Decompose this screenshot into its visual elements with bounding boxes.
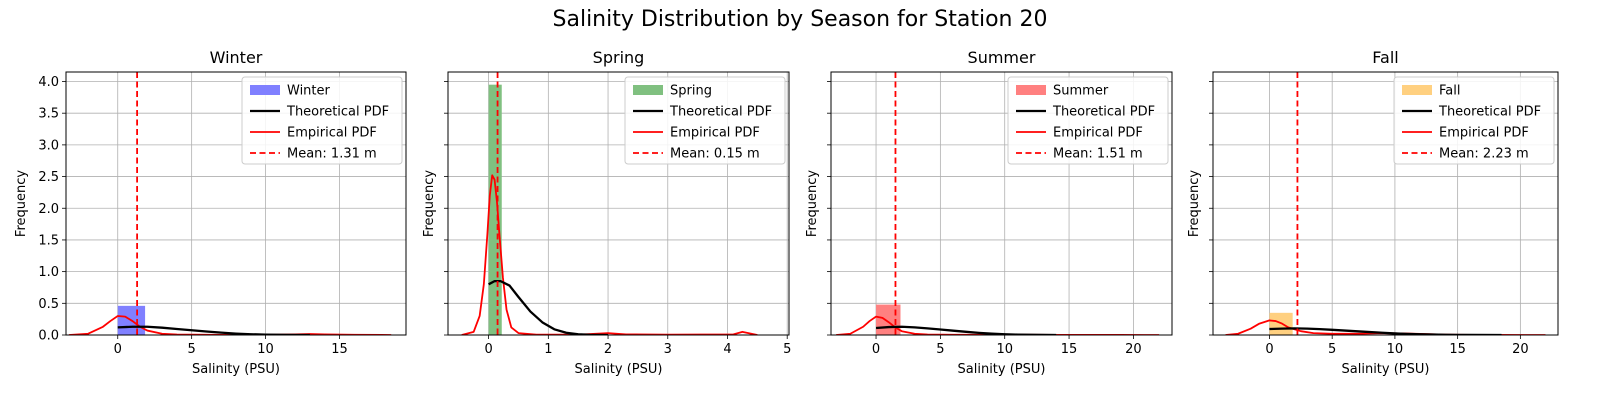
panel-title: Summer [968, 48, 1036, 67]
x-tick-label: 4 [723, 342, 731, 357]
legend-box [241, 76, 403, 165]
figure-title: Salinity Distribution by Season for Stat… [553, 7, 1048, 32]
legend-label: Mean: 0.15 m [670, 147, 760, 162]
legend-label: Fall [1439, 84, 1460, 99]
legend: Winter Theoretical PDF Empirical PDF Mean: … [241, 76, 403, 165]
x-tick-label: 5 [1328, 342, 1336, 357]
x-axis-label: Salinity (PSU) [1342, 362, 1430, 377]
legend-swatch-bar [250, 85, 280, 95]
x-axis-label: Salinity (PSU) [958, 362, 1046, 377]
legend-label: Theoretical PDF [1052, 105, 1155, 120]
legend-label: Empirical PDF [1053, 126, 1143, 141]
y-axis-label: Frequency [14, 170, 29, 237]
y-tick-label: 0.5 [38, 297, 59, 312]
panel-title: Spring [593, 48, 645, 67]
legend-swatch-bar [1016, 85, 1046, 95]
x-axis-label: Salinity (PSU) [575, 362, 663, 377]
x-tick-label: 0 [114, 342, 122, 357]
legend-label: Theoretical PDF [286, 105, 389, 120]
x-axis-label: Salinity (PSU) [192, 362, 280, 377]
legend-label: Winter [287, 84, 331, 99]
y-tick-label: 1.5 [38, 233, 59, 248]
x-tick-label: 3 [664, 342, 672, 357]
axes-frame [1212, 71, 1559, 336]
legend: Summer Theoretical PDF Empirical PDF Mean: … [1007, 76, 1169, 165]
legend-label: Mean: 1.51 m [1053, 147, 1143, 162]
theoretical-pdf-line [488, 279, 609, 335]
x-tick-label: 10 [996, 342, 1013, 357]
x-tick-label: 15 [1449, 342, 1466, 357]
legend: Spring Theoretical PDF Empirical PDF Mean: … [624, 76, 786, 165]
y-tick-label: 2.5 [38, 170, 59, 185]
legend-label: Spring [670, 84, 712, 99]
y-axis-label: Frequency [805, 170, 820, 237]
axes-frame [65, 71, 407, 336]
legend-label: Theoretical PDF [669, 105, 772, 120]
x-tick-label: 15 [331, 342, 348, 357]
x-tick-label: 20 [1125, 342, 1142, 357]
y-tick-label: 4.0 [38, 75, 59, 90]
y-tick-label: 2.0 [38, 202, 59, 217]
y-tick-label: 1.0 [38, 265, 59, 280]
legend-box [624, 76, 786, 165]
x-tick-label: 10 [1387, 342, 1404, 357]
chart-panel-spring: 0 1 2 3 4 5 Spring Salinity (PSU) Frequency Sprin… [422, 48, 791, 377]
empirical-pdf-line [461, 174, 758, 335]
x-tick-label: 5 [188, 342, 196, 357]
x-tick-label: 0 [872, 342, 880, 357]
x-tick-label: 10 [257, 342, 274, 357]
legend-label: Empirical PDF [1439, 126, 1529, 141]
legend-swatch-bar [1402, 85, 1432, 95]
x-tick-label: 0 [484, 342, 492, 357]
histogram-bar [488, 84, 502, 335]
x-tick-label: 0 [1265, 342, 1273, 357]
x-tick-label: 5 [936, 342, 944, 357]
x-tick-label: 1 [544, 342, 552, 357]
x-tick-label: 5 [783, 342, 791, 357]
y-tick-label: 3.5 [38, 107, 59, 122]
legend-label: Summer [1053, 84, 1109, 99]
axes-frame [447, 71, 790, 336]
legend-label: Mean: 1.31 m [287, 147, 377, 162]
panel-title: Fall [1372, 48, 1398, 67]
y-tick-label: 0.0 [38, 329, 59, 344]
x-tick-label: 2 [604, 342, 612, 357]
x-tick-label: 15 [1061, 342, 1078, 357]
legend: Fall Theoretical PDF Empirical PDF Mean: 2.… [1393, 76, 1555, 165]
chart-panel-summer: 0 5 10 15 20 Summer Salinity (PSU) Frequency Sum… [805, 48, 1173, 377]
legend-label: Mean: 2.23 m [1439, 147, 1529, 162]
legend-swatch-bar [633, 85, 663, 95]
chart-panels: 0 5 10 150.00.51.01.52.02.53.03.54.0WinterS… [14, 48, 1559, 377]
y-tick-label: 3.0 [38, 138, 59, 153]
legend-label: Empirical PDF [670, 126, 760, 141]
histogram-bar [876, 304, 901, 335]
panel-title: Winter [210, 48, 263, 67]
axes-frame [830, 71, 1173, 336]
legend-label: Empirical PDF [287, 126, 377, 141]
y-axis-label: Frequency [422, 170, 437, 237]
legend-box [1393, 76, 1555, 165]
x-tick-label: 20 [1512, 342, 1529, 357]
y-axis-label: Frequency [1187, 170, 1202, 237]
legend-box [1007, 76, 1169, 165]
legend-label: Theoretical PDF [1438, 105, 1541, 120]
chart-panel-fall: 0 5 10 15 20 Fall Salinity (PSU) Frequency Fall T… [1187, 48, 1559, 377]
chart-panel-winter: 0 5 10 15 0.0 0.5 1.0 1.5 2.0 2.5 3.0 3.5 4.0 Winter S… [14, 48, 407, 377]
